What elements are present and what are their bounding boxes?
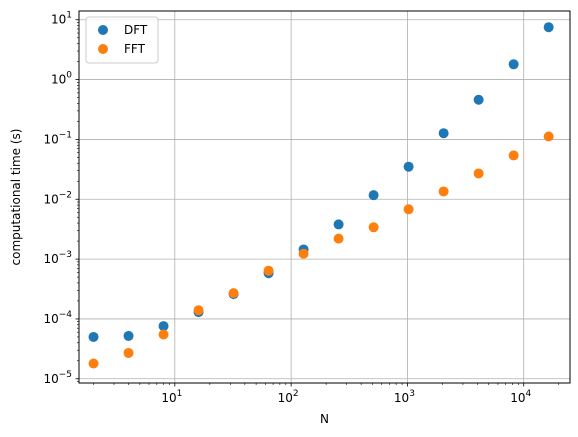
point-fft [333,233,344,244]
point-fft [123,347,134,358]
point-fft [368,222,379,233]
point-dft [403,161,414,172]
x-axis-label: N [320,412,329,426]
point-dft [88,331,99,342]
legend-label-dft: DFT [124,23,148,37]
point-fft [158,329,169,340]
point-dft [123,330,134,341]
point-dft [543,22,554,33]
y-axis-label: computational time (s) [9,129,23,266]
point-fft [403,204,414,215]
legend-label-fft: FFT [124,42,146,56]
point-dft [333,219,344,230]
point-fft [473,168,484,179]
data-points [88,22,554,369]
point-dft [438,128,449,139]
point-fft [438,186,449,197]
point-dft [368,190,379,201]
point-fft [508,150,519,161]
point-fft [263,265,274,276]
point-dft [508,59,519,70]
major-ticks [75,19,525,387]
point-fft [543,131,554,142]
point-fft [88,358,99,369]
point-dft [473,94,484,105]
legend: DFT FFT [85,16,159,64]
grid [79,11,570,383]
legend-marker-fft [98,44,108,54]
plot-frame [78,10,571,384]
point-fft [298,248,309,259]
point-dft [158,321,169,332]
legend-marker-dft [98,25,108,35]
point-fft [193,305,204,316]
point-fft [228,288,239,299]
